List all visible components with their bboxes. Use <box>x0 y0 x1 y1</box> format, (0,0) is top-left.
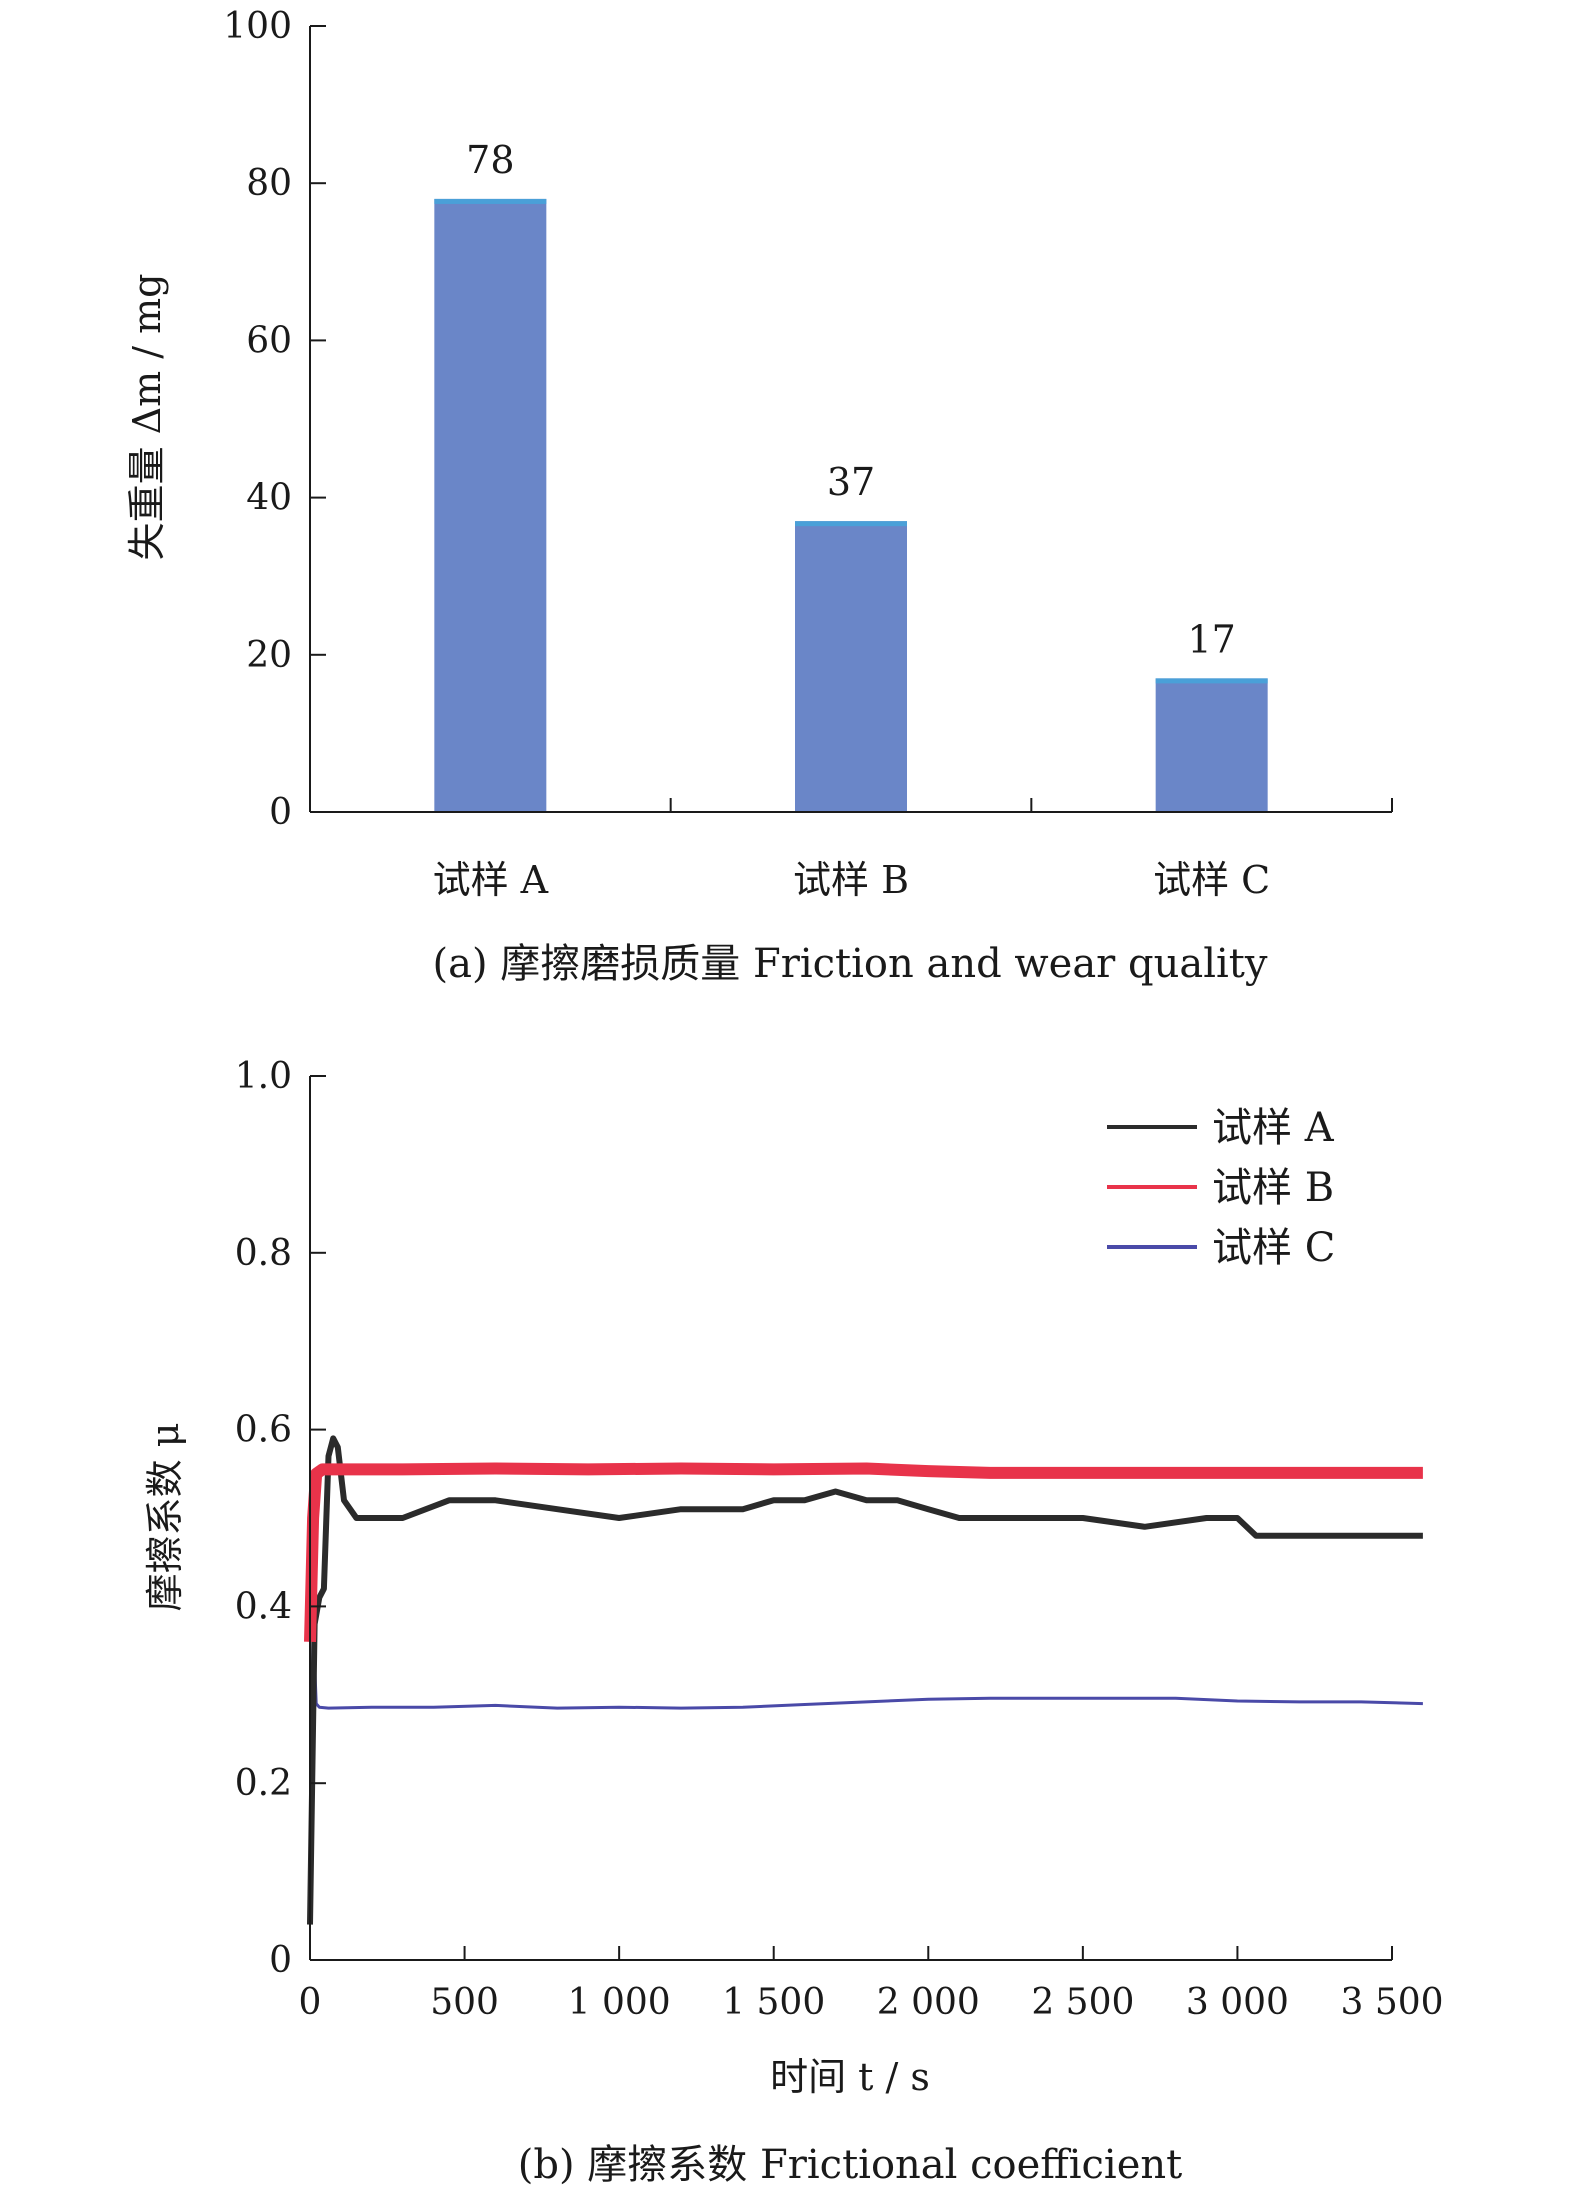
y-tick-label: 80 <box>246 163 292 204</box>
y-tick-label: 100 <box>223 6 292 47</box>
y-tick-label: 0.6 <box>235 1410 292 1451</box>
line-series-group <box>304 1435 1423 1925</box>
bar-top-edge <box>1155 678 1268 684</box>
x-tick-label: 2 000 <box>877 1982 980 2023</box>
y-tick-label: 0 <box>269 1940 292 1981</box>
line-chart-friction-coefficient: 0 0.2 0.4 0.6 0.8 1.0 0 500 1 000 1 500 2 000 2 50… <box>143 1056 1444 2188</box>
x-category-label: 试样 A <box>433 858 549 902</box>
y-tick-label: 0.2 <box>235 1763 292 1804</box>
bar-value-label: 17 <box>1187 617 1235 661</box>
y-tick-label: 20 <box>246 635 292 676</box>
chart-caption: (b) 摩擦系数 Frictional coefficient <box>518 2142 1182 2188</box>
x-axis-title: 时间 t / s <box>770 2055 930 2099</box>
y-tick-label: 0 <box>269 792 292 833</box>
series-line-a <box>307 1435 1423 1925</box>
y-tick-label: 60 <box>246 320 292 361</box>
y-axis-title: 失重量 Δm / mg <box>125 274 169 561</box>
series-line-c <box>308 1622 1423 1916</box>
y-axis-title: 摩擦系数 μ <box>143 1423 187 1612</box>
x-tick-label: 1 500 <box>722 1982 825 2023</box>
x-tick-label: 1 000 <box>568 1982 671 2023</box>
bar-chart-wear-mass: 78 37 17 0 20 40 60 80 100 试样 A 试样 B 试样 C 失重量 Δm … <box>125 6 1393 987</box>
chart-caption: (a) 摩擦磨损质量 Friction and wear quality <box>433 941 1268 987</box>
legend-label: 试样 A <box>1212 1105 1335 1151</box>
bar <box>434 198 547 813</box>
y-axis-ticks: 0 20 40 60 80 100 <box>223 6 326 833</box>
x-tick-label: 3 000 <box>1186 1982 1289 2023</box>
x-tick-label: 2 500 <box>1031 1982 1134 2023</box>
x-axis-ticks: 试样 A 试样 B 试样 C <box>433 798 1393 902</box>
bar-top-edge <box>434 198 547 204</box>
x-category-label: 试样 C <box>1153 858 1270 902</box>
legend-label: 试样 B <box>1212 1165 1334 1211</box>
bar-top-edge <box>795 521 907 527</box>
y-axis-ticks: 0 0.2 0.4 0.6 0.8 1.0 <box>235 1056 326 1981</box>
bar-value-label: 37 <box>827 460 875 504</box>
series-line-b <box>304 1462 1423 1642</box>
y-tick-label: 1.0 <box>235 1056 292 1097</box>
x-tick-label: 0 <box>299 1982 322 2023</box>
bar-value-label: 78 <box>466 138 514 182</box>
legend: 试样 A 试样 B 试样 C <box>1107 1105 1335 1271</box>
x-category-label: 试样 B <box>793 858 909 902</box>
legend-label: 试样 C <box>1212 1225 1335 1271</box>
x-tick-label: 500 <box>430 1982 499 2023</box>
x-tick-label: 3 500 <box>1340 1982 1443 2023</box>
bar <box>1155 678 1268 812</box>
y-tick-label: 40 <box>246 478 292 519</box>
y-tick-label: 0.8 <box>235 1233 292 1274</box>
bar <box>795 521 907 812</box>
y-tick-label: 0.4 <box>235 1586 292 1627</box>
bar-value-labels: 78 37 17 <box>466 138 1236 661</box>
bar-series <box>434 198 1268 813</box>
x-axis-ticks: 0 500 1 000 1 500 2 000 2 500 3 000 3 500 <box>299 1946 1444 2023</box>
